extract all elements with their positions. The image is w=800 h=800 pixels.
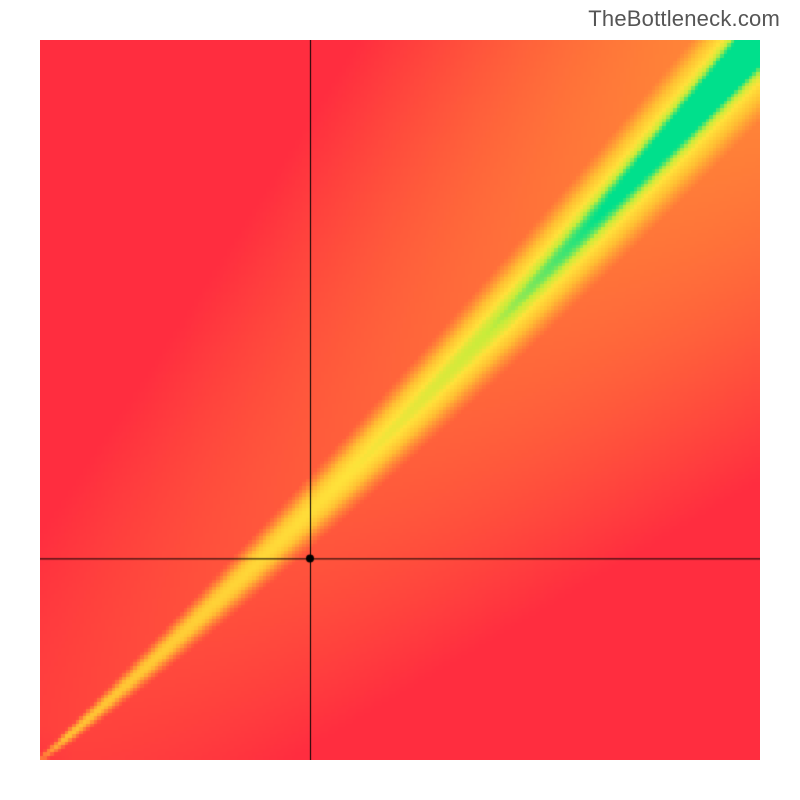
plot-area — [40, 40, 760, 760]
chart-container: TheBottleneck.com — [0, 0, 800, 800]
watermark-text: TheBottleneck.com — [588, 6, 780, 32]
heatmap-canvas — [40, 40, 760, 760]
